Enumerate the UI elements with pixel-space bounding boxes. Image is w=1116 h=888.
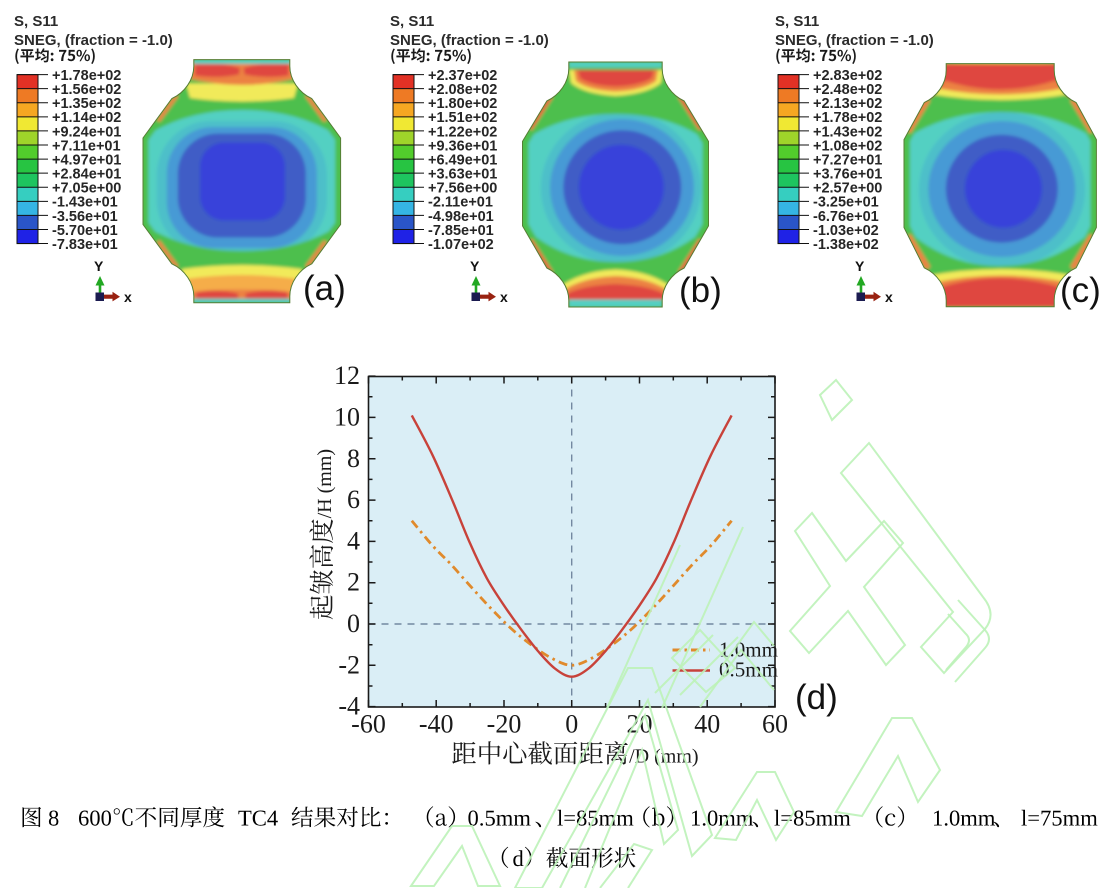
svg-text:0: 0	[347, 609, 360, 638]
svg-text:(c): (c)	[1060, 271, 1101, 310]
svg-text:-20: -20	[487, 710, 522, 739]
svg-text:S, S11: S, S11	[14, 13, 58, 30]
svg-text:SNEG, (fraction = -1.0): SNEG, (fraction = -1.0)	[14, 32, 173, 49]
svg-text:(d): (d)	[795, 678, 838, 717]
svg-text:-6.76e+01: -6.76e+01	[813, 209, 879, 225]
svg-text:-7.83e+01: -7.83e+01	[52, 237, 118, 253]
svg-text:8: 8	[347, 444, 360, 473]
svg-text:+1.78e+02: +1.78e+02	[52, 68, 121, 84]
svg-text:Y: Y	[855, 258, 865, 274]
svg-text:x: x	[500, 289, 508, 305]
svg-text:+2.57e+00: +2.57e+00	[813, 181, 882, 197]
svg-text:6: 6	[347, 485, 360, 514]
svg-text:-2: -2	[338, 650, 360, 679]
svg-text:Y: Y	[470, 258, 480, 274]
svg-text:-1.38e+02: -1.38e+02	[813, 237, 879, 253]
svg-text:-60: -60	[351, 710, 386, 739]
svg-text:12: 12	[334, 361, 360, 390]
svg-text:4: 4	[347, 526, 360, 555]
svg-text:+7.56e+00: +7.56e+00	[428, 181, 497, 197]
svg-text:+3.76e+01: +3.76e+01	[813, 167, 882, 183]
svg-text:+9.36e+01: +9.36e+01	[428, 138, 497, 154]
svg-text:+1.78e+02: +1.78e+02	[813, 110, 882, 126]
svg-text:+2.84e+01: +2.84e+01	[52, 167, 121, 183]
svg-text:40: 40	[694, 710, 720, 739]
svg-text:+1.35e+02: +1.35e+02	[52, 96, 121, 112]
svg-text:+7.27e+01: +7.27e+01	[813, 152, 882, 168]
svg-text:-1.03e+02: -1.03e+02	[813, 223, 879, 239]
svg-text:-4: -4	[338, 692, 360, 721]
svg-text:-4.98e+01: -4.98e+01	[428, 209, 494, 225]
svg-text:Y: Y	[94, 258, 104, 274]
svg-text:SNEG, (fraction = -1.0): SNEG, (fraction = -1.0)	[775, 32, 934, 49]
svg-text:+1.51e+02: +1.51e+02	[428, 110, 497, 126]
svg-text:60: 60	[762, 710, 788, 739]
svg-text:+7.11e+01: +7.11e+01	[52, 138, 121, 154]
svg-text:S, S11: S, S11	[775, 13, 819, 30]
svg-text:+1.43e+02: +1.43e+02	[813, 124, 882, 140]
svg-text:+2.48e+02: +2.48e+02	[813, 82, 882, 98]
svg-text:+1.22e+02: +1.22e+02	[428, 124, 497, 140]
svg-text:+1.14e+02: +1.14e+02	[52, 110, 121, 126]
svg-text:-2.11e+01: -2.11e+01	[428, 195, 493, 211]
svg-text:+1.56e+02: +1.56e+02	[52, 82, 121, 98]
svg-text:+6.49e+01: +6.49e+01	[428, 152, 497, 168]
svg-text:-1.43e+01: -1.43e+01	[52, 195, 118, 211]
svg-text:+4.97e+01: +4.97e+01	[52, 152, 121, 168]
svg-text:+2.13e+02: +2.13e+02	[813, 96, 882, 112]
svg-text:+1.08e+02: +1.08e+02	[813, 138, 882, 154]
svg-text:+1.80e+02: +1.80e+02	[428, 96, 497, 112]
svg-text:+3.63e+01: +3.63e+01	[428, 167, 497, 183]
svg-text:0: 0	[565, 710, 578, 739]
svg-text:S, S11: S, S11	[390, 13, 434, 30]
svg-text:(b): (b)	[679, 271, 722, 310]
svg-text:-5.70e+01: -5.70e+01	[52, 223, 118, 239]
svg-text:-1.07e+02: -1.07e+02	[428, 237, 494, 253]
svg-text:-3.56e+01: -3.56e+01	[52, 209, 118, 225]
svg-text:+2.83e+02: +2.83e+02	[813, 68, 882, 84]
svg-text:-7.85e+01: -7.85e+01	[428, 223, 494, 239]
svg-text:(a): (a)	[303, 269, 346, 308]
svg-text:+9.24e+01: +9.24e+01	[52, 124, 121, 140]
svg-text:SNEG, (fraction = -1.0): SNEG, (fraction = -1.0)	[390, 32, 549, 49]
svg-text:x: x	[885, 289, 893, 305]
svg-text:+7.05e+00: +7.05e+00	[52, 181, 121, 197]
svg-text:10: 10	[334, 402, 360, 431]
svg-text:2: 2	[347, 568, 360, 597]
svg-text:+2.08e+02: +2.08e+02	[428, 82, 497, 98]
svg-text:-3.25e+01: -3.25e+01	[813, 195, 879, 211]
svg-text:-40: -40	[419, 710, 454, 739]
svg-text:x: x	[124, 289, 132, 305]
svg-text:+2.37e+02: +2.37e+02	[428, 68, 497, 84]
